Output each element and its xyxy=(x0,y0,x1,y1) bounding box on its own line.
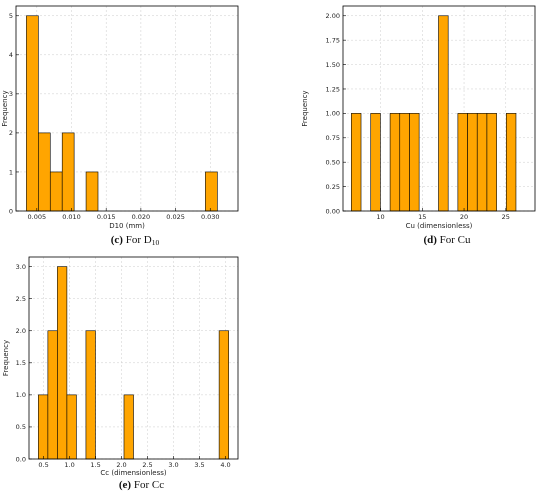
ytick-label-6: 1.50 xyxy=(326,61,340,69)
xtick-label-3: 25 xyxy=(502,213,510,221)
ytick-label-4: 4 xyxy=(9,51,13,59)
bar-0 xyxy=(38,394,49,460)
chart-panel-1: 10 15 20 25 0.00 0.25 0.50 0.75 1.00 1.25 1.50 1.75… xyxy=(301,5,536,246)
ytick-label-2: 1.0 xyxy=(16,391,26,399)
bar-13 xyxy=(476,113,488,212)
xtick-label-2: 20 xyxy=(460,213,468,221)
bar-3 xyxy=(66,394,77,460)
ytick-label-2: 2 xyxy=(9,129,13,137)
caption-letter: (d) xyxy=(423,234,437,246)
caption-letter: (c) xyxy=(111,234,124,246)
xtick-label-1: 1.0 xyxy=(64,461,74,469)
xtick-label-5: 0.030 xyxy=(201,213,220,221)
ytick-label-5: 2.5 xyxy=(16,295,26,303)
bar-5 xyxy=(85,330,96,460)
ytick-label-0: 0 xyxy=(9,207,13,215)
ytick-label-7: 1.75 xyxy=(326,36,340,44)
ytick-label-0: 0.00 xyxy=(326,207,340,215)
bar-14 xyxy=(486,113,497,212)
ytick-label-6: 3.0 xyxy=(16,263,26,271)
xtick-label-4: 2.5 xyxy=(142,461,152,469)
caption-text: For Cu xyxy=(437,234,471,246)
chart-panel-2: 0.5 1.0 1.5 2.0 2.5 3.0 3.5 4.0 0.0 0.5 1.0 1.5 2.0 2… xyxy=(2,256,239,491)
ytick-label-2: 0.50 xyxy=(326,158,340,166)
caption-text: For Cc xyxy=(131,479,164,491)
xtick-label-3: 2.0 xyxy=(116,461,126,469)
bar-2 xyxy=(57,266,68,460)
bar-0 xyxy=(26,15,39,212)
xtick-label-3: 0.020 xyxy=(132,213,151,221)
bar-16 xyxy=(505,113,517,212)
bar-12 xyxy=(467,113,478,212)
plot-frame xyxy=(15,5,239,212)
panel-caption: (c) For D10 xyxy=(111,234,160,247)
x-axis-label: D10 (mm) xyxy=(109,222,145,230)
ytick-label-4: 1.00 xyxy=(326,110,340,118)
bar-0 xyxy=(351,113,362,212)
bar-9 xyxy=(123,394,134,460)
bar-1 xyxy=(47,330,58,460)
bar-5 xyxy=(399,113,410,212)
xtick-label-7: 4.0 xyxy=(220,461,230,469)
bar-5 xyxy=(85,171,99,212)
bar-11 xyxy=(457,113,468,212)
xtick-label-0: 10 xyxy=(376,213,384,221)
ytick-label-4: 2.0 xyxy=(16,327,26,335)
ytick-label-8: 2.00 xyxy=(326,12,340,20)
xtick-label-0: 0.005 xyxy=(28,213,47,221)
plot-frame xyxy=(342,5,536,212)
x-axis-label: Cu (dimensionless) xyxy=(406,222,473,230)
caption-letter: (e) xyxy=(119,479,132,491)
ytick-label-3: 1.5 xyxy=(16,359,26,367)
xtick-label-4: 0.025 xyxy=(166,213,185,221)
xtick-label-5: 3.0 xyxy=(168,461,178,469)
bar-2 xyxy=(49,171,63,212)
ytick-label-5: 1.25 xyxy=(326,85,340,93)
ytick-label-1: 0.25 xyxy=(326,183,340,191)
xtick-label-1: 15 xyxy=(418,213,426,221)
xtick-label-2: 0.015 xyxy=(97,213,116,221)
y-axis-label: Frequency xyxy=(1,90,9,126)
xtick-label-1: 0.010 xyxy=(62,213,81,221)
bar-6 xyxy=(409,113,420,212)
bar-1 xyxy=(38,132,51,212)
plot-frame xyxy=(28,256,239,460)
bar-15 xyxy=(205,171,218,212)
xtick-label-2: 1.5 xyxy=(90,461,100,469)
ytick-label-1: 1 xyxy=(9,168,13,176)
caption-text: For D xyxy=(123,234,152,246)
y-axis-label: Frequency xyxy=(2,340,10,376)
xtick-label-0: 0.5 xyxy=(38,461,48,469)
ytick-label-5: 5 xyxy=(9,12,13,20)
y-axis-label: Frequency xyxy=(301,90,309,126)
bar-4 xyxy=(389,113,401,212)
xtick-label-6: 3.5 xyxy=(194,461,204,469)
bar-19 xyxy=(218,330,229,460)
bar-2 xyxy=(370,113,381,212)
panel-caption: (e) For Cc xyxy=(119,479,164,491)
ytick-label-3: 0.75 xyxy=(326,134,340,142)
ytick-label-3: 3 xyxy=(9,90,13,98)
chart-panel-0: 0.005 0.010 0.015 0.020 0.025 0.030 0 1 2 3 4 5 D10 … xyxy=(1,5,239,247)
ytick-label-0: 0.0 xyxy=(16,455,26,463)
x-axis-label: Cc (dimensionless) xyxy=(100,469,166,477)
bar-3 xyxy=(61,132,75,212)
caption-subscript: 10 xyxy=(152,238,160,247)
ytick-label-1: 0.5 xyxy=(16,423,26,431)
bar-9 xyxy=(438,15,449,212)
panel-caption: (d) For Cu xyxy=(423,234,471,246)
